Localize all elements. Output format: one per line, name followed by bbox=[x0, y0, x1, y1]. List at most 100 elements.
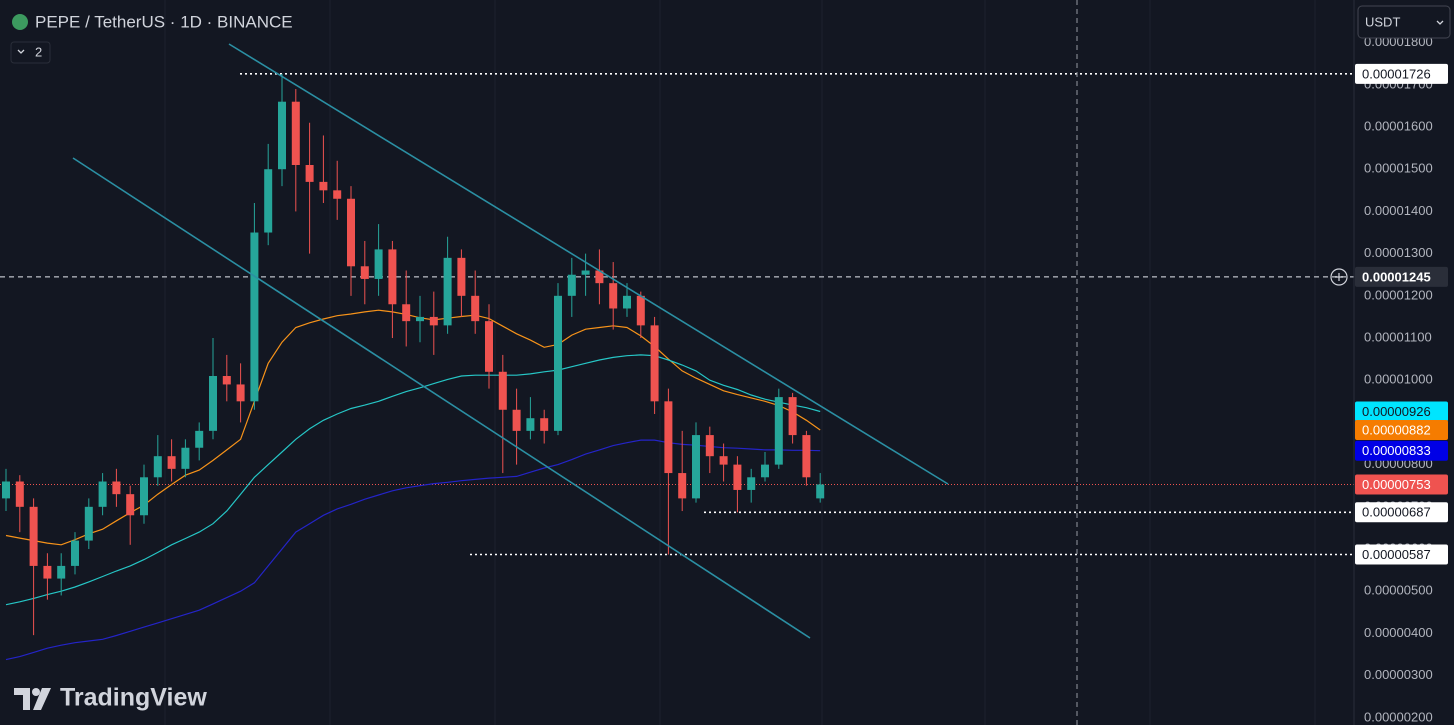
candle-body bbox=[374, 249, 383, 279]
dropdown-arrow bbox=[1436, 20, 1444, 25]
candle-body bbox=[416, 316, 424, 322]
candle-body bbox=[526, 418, 535, 431]
candle-body bbox=[650, 325, 659, 402]
price-label: 0.00000687 bbox=[1362, 505, 1431, 520]
candle-body bbox=[719, 456, 728, 465]
brand: TradingView bbox=[60, 684, 207, 712]
y-tick-label: 0.00001500 bbox=[1364, 161, 1433, 176]
moving-average bbox=[5, 354, 821, 606]
candle-body bbox=[664, 401, 673, 474]
candle-body bbox=[554, 295, 562, 431]
price-label-box bbox=[1355, 266, 1448, 287]
y-tick-label: 0.00001600 bbox=[1364, 118, 1433, 133]
candle-body bbox=[278, 101, 286, 170]
price-label: 0.00000587 bbox=[1362, 547, 1431, 562]
candle-body bbox=[333, 190, 342, 199]
candle-body bbox=[209, 376, 217, 431]
candle-body bbox=[195, 430, 204, 448]
price-label: 0.00001245 bbox=[1362, 269, 1431, 284]
candle-body bbox=[705, 435, 714, 457]
candle-body bbox=[816, 484, 825, 499]
candle-body bbox=[636, 295, 645, 326]
candle-body bbox=[167, 456, 176, 469]
candle-body bbox=[402, 304, 411, 322]
candle-body bbox=[29, 506, 38, 566]
moving-average bbox=[5, 439, 821, 661]
candle-body bbox=[347, 198, 355, 267]
y-tick-label: 0.00001300 bbox=[1364, 245, 1433, 260]
currency-select[interactable] bbox=[1357, 5, 1451, 39]
time-grid bbox=[164, 0, 1316, 725]
candle-body bbox=[747, 477, 756, 490]
candle-body bbox=[692, 435, 700, 499]
candle-body bbox=[181, 447, 190, 469]
price-label-box bbox=[1355, 474, 1448, 495]
logo-mark bbox=[14, 688, 51, 710]
candle-body bbox=[388, 249, 397, 305]
candle-body bbox=[733, 464, 742, 490]
candle-body bbox=[471, 295, 480, 322]
candle-body bbox=[2, 481, 10, 499]
candle-body bbox=[57, 565, 66, 579]
currency-label: USDT bbox=[1365, 14, 1400, 29]
candle-body bbox=[43, 565, 52, 579]
toggle-arrow bbox=[17, 49, 25, 54]
candle-body bbox=[457, 257, 466, 296]
trend-channel bbox=[72, 43, 949, 639]
candle-body bbox=[498, 371, 507, 410]
candle-body bbox=[802, 435, 811, 478]
price-label-box bbox=[1355, 401, 1448, 422]
candle-body bbox=[15, 481, 24, 507]
price-label-box bbox=[1355, 544, 1448, 565]
price-label-box bbox=[1355, 440, 1448, 461]
candle-body bbox=[567, 274, 576, 296]
candle-body bbox=[761, 464, 769, 478]
indicators-toggle[interactable] bbox=[10, 41, 51, 64]
plus bbox=[1335, 273, 1343, 281]
candle-body bbox=[774, 397, 783, 465]
candle-body bbox=[112, 481, 121, 495]
y-tick-label: 0.00000300 bbox=[1364, 667, 1433, 682]
price-label-box bbox=[1355, 63, 1448, 84]
price-label: 0.00000926 bbox=[1362, 404, 1431, 419]
price-label: 0.00000882 bbox=[1362, 422, 1431, 437]
candle-body bbox=[84, 506, 93, 541]
candle-body bbox=[222, 376, 231, 385]
indicator-count: 2 bbox=[35, 44, 42, 59]
candle-body bbox=[360, 266, 369, 279]
candle-body bbox=[429, 316, 438, 326]
y-tick-label: 0.00000500 bbox=[1364, 583, 1433, 598]
candle-body bbox=[291, 101, 300, 166]
candle-body bbox=[126, 494, 135, 516]
candle-body bbox=[581, 270, 590, 275]
candle-body bbox=[236, 384, 245, 402]
candle-body bbox=[512, 409, 521, 431]
price-label: 0.00001726 bbox=[1362, 66, 1431, 81]
candle-body bbox=[788, 397, 797, 436]
y-tick-label: 0.00001100 bbox=[1364, 329, 1432, 344]
candle-body bbox=[98, 481, 107, 507]
candle-body bbox=[140, 477, 148, 516]
candle-body bbox=[305, 165, 314, 182]
y-tick-label: 0.00000200 bbox=[1364, 709, 1433, 724]
candle-body bbox=[250, 232, 259, 402]
candle-body bbox=[264, 169, 273, 233]
candle-body bbox=[678, 473, 687, 499]
price-label-box bbox=[1355, 420, 1448, 441]
price-label: 0.00000833 bbox=[1362, 443, 1431, 458]
symbol-icon bbox=[12, 14, 28, 30]
candle-body bbox=[153, 456, 162, 478]
candle-body bbox=[595, 270, 604, 284]
candle-body bbox=[319, 181, 328, 191]
chart-title: PEPE / TetherUS · 1D · BINANCE bbox=[35, 12, 293, 31]
y-tick-label: 0.00001400 bbox=[1364, 203, 1433, 218]
y-tick-label: 0.00001200 bbox=[1364, 287, 1433, 302]
add-alert-icon[interactable] bbox=[1330, 268, 1348, 286]
candle-body bbox=[443, 257, 452, 326]
price-label-box bbox=[1355, 502, 1448, 523]
candle-body bbox=[623, 295, 631, 309]
candle-body bbox=[71, 540, 79, 566]
price-label: 0.00000753 bbox=[1362, 477, 1431, 492]
